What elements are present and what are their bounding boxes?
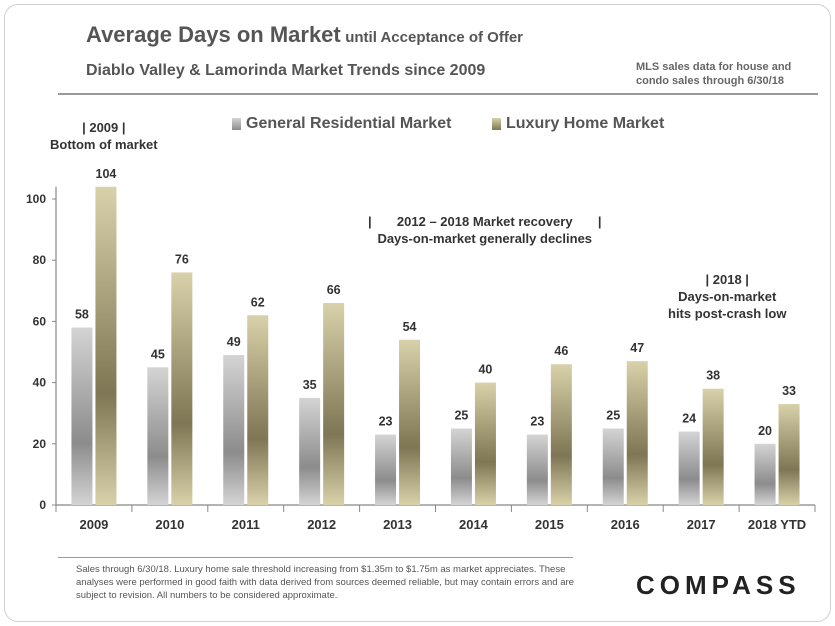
bar-general [375,434,397,505]
bar-general [71,327,93,505]
data-label-luxury: 104 [96,167,117,181]
data-label-luxury: 40 [478,363,492,377]
legend-label-general: General Residential Market [246,115,452,132]
data-label-general: 35 [303,378,317,392]
data-label-general: 45 [151,347,165,361]
bar-general [223,355,245,505]
bar-luxury [778,404,800,505]
x-tick-label: 2013 [383,517,412,532]
y-tick-label: 20 [33,437,47,451]
data-label-general: 20 [758,424,772,438]
bar-general [678,431,700,505]
x-tick-label: 2017 [687,517,716,532]
x-tick-label: 2012 [307,517,336,532]
annotation-recovery-line1: | 2012 – 2018 Market recovery | [368,214,602,229]
annotation-2018: | 2018 | Days-on-market hits post-crash … [668,271,786,322]
data-label-luxury: 46 [554,344,568,358]
data-label-general: 25 [606,409,620,423]
data-label-general: 58 [75,308,89,322]
data-label-luxury: 54 [403,320,417,334]
x-tick-label: 2009 [79,517,108,532]
annotation-2009-line2: Bottom of market [50,137,158,152]
footer-divider [58,557,573,558]
chart-labels: 0 20 40 60 80 100 2009 58 104 2010 45 76 2011 49 62 201… [26,167,806,532]
bar-luxury [247,315,269,505]
data-label-luxury: 62 [251,295,265,309]
legend-label-luxury: Luxury Home Market [506,115,665,132]
x-tick-label: 2010 [155,517,184,532]
chart-subtitle: Diablo Valley & Lamorinda Market Trends … [86,62,486,79]
legend-item-general: General Residential Market [232,115,451,133]
data-label-general: 23 [379,415,393,429]
x-tick-label: 2014 [459,517,489,532]
x-tick-label: 2018 YTD [748,517,806,532]
header-divider [58,93,818,95]
data-label-general: 23 [530,415,544,429]
annotation-recovery: | 2012 – 2018 Market recovery | Days-on-… [368,213,601,247]
annotation-2009: | 2009 | Bottom of market [50,119,158,153]
bar-luxury [702,388,724,505]
annotation-2018-line3: hits post-crash low [668,306,787,321]
data-label-luxury: 38 [706,369,720,383]
footer-disclaimer: Sales through 6/30/18. Luxury home sale … [76,564,574,601]
source-note-line2: condo sales through 6/30/18 [636,75,784,87]
bar-luxury [550,364,572,505]
data-label-general: 24 [682,412,696,426]
annotation-recovery-line2: Days-on-market generally declines [377,231,593,246]
data-label-luxury: 33 [782,384,796,398]
data-label-luxury: 76 [175,252,189,266]
y-tick-label: 40 [33,376,47,390]
data-label-general: 49 [227,335,241,349]
bar-general [299,397,321,505]
annotation-2018-line1: | 2018 | [705,272,749,287]
y-tick-label: 0 [39,498,46,512]
bar-luxury [323,303,345,505]
bar-general [526,434,548,505]
legend-swatch-luxury [492,118,501,130]
data-label-luxury: 66 [327,283,341,297]
bar-general [754,443,776,505]
data-label-general: 25 [454,409,468,423]
bar-luxury [474,382,496,505]
y-tick-label: 80 [33,253,47,267]
y-tick-label: 100 [26,192,46,206]
x-tick-label: 2011 [232,517,260,532]
bar-general [450,428,472,505]
compass-logo: COMPASS [636,570,801,600]
bar-luxury [95,186,117,505]
chart-title-main: Average Days on Market [86,22,341,47]
bar-luxury [626,361,648,505]
bar-general [602,428,624,505]
slide-frame [4,4,831,622]
annotation-2018-line2: Days-on-market [678,289,777,304]
source-note: MLS sales data for house and condo sales… [636,60,791,88]
y-tick-label: 60 [33,314,47,328]
chart-title: Average Days on Market until Acceptance … [86,22,523,48]
annotation-2009-line1: | 2009 | [82,120,126,135]
chart-bars [71,186,800,505]
x-tick-label: 2015 [535,517,564,532]
bar-luxury [399,339,421,505]
legend-item-luxury: Luxury Home Market [492,115,664,133]
bar-general [147,367,169,505]
chart-title-suffix: until Acceptance of Offer [345,29,524,46]
x-tick-label: 2016 [611,517,640,532]
data-label-luxury: 47 [630,341,644,355]
legend-swatch-general [232,118,241,130]
bar-luxury [171,272,193,505]
source-note-line1: MLS sales data for house and [636,61,792,73]
